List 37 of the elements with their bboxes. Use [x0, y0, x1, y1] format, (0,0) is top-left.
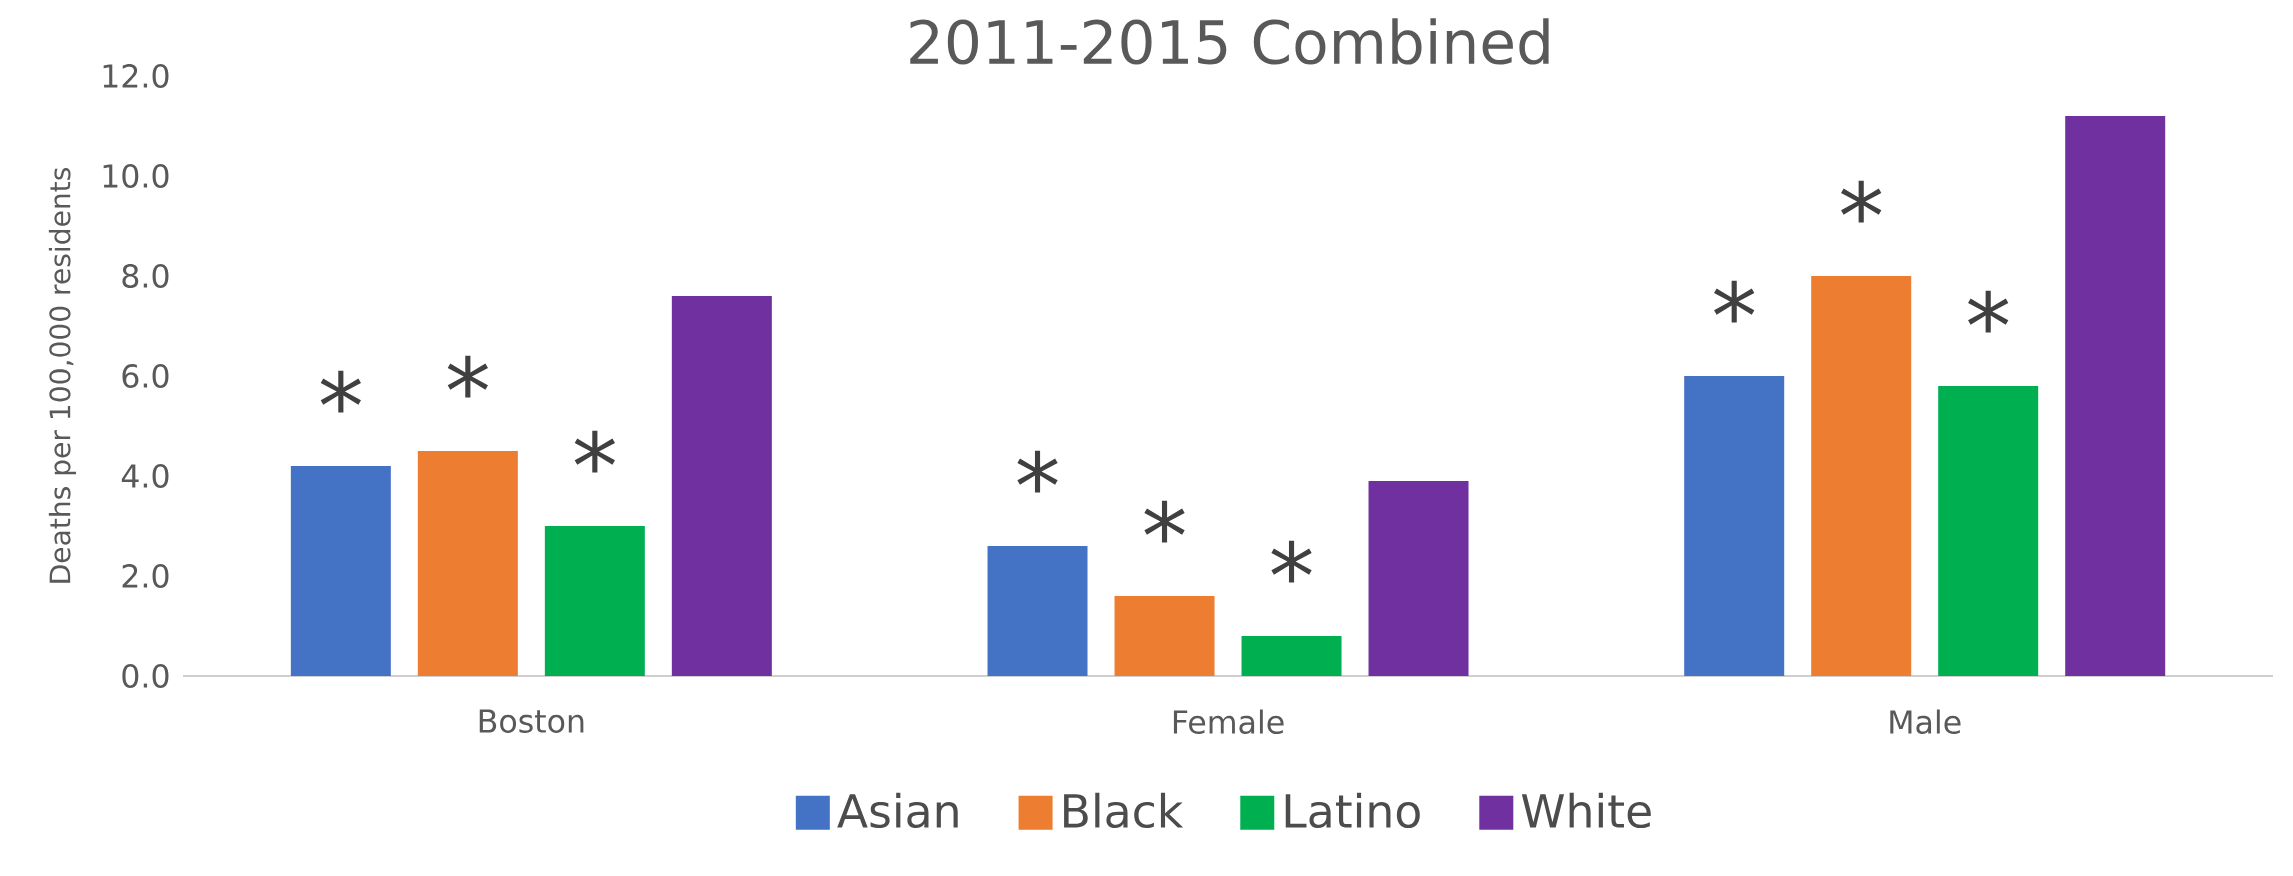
- legend-label: Asian: [837, 792, 958, 829]
- annotation: *: [1017, 450, 1058, 493]
- annotation: *: [1714, 280, 1755, 323]
- y-tick-label: 4.0: [121, 464, 169, 488]
- bar: [1114, 595, 1215, 676]
- legend-label: Black: [1064, 792, 1184, 829]
- bar: [1938, 385, 2039, 676]
- annotation: *: [1841, 180, 1882, 223]
- y-tick-label: 12.0: [103, 64, 169, 88]
- bar: [1811, 275, 1912, 676]
- y-tick-label: 8.0: [122, 264, 169, 288]
- x-tick-label: Female: [1173, 709, 1284, 734]
- bar: [417, 450, 518, 676]
- legend-label: Latino: [1285, 792, 1420, 829]
- y-tick-label: 2.0: [122, 564, 169, 588]
- y-tick-label: 0.0: [122, 664, 169, 688]
- bar: [987, 545, 1088, 676]
- annotation: *: [1271, 540, 1312, 583]
- bar: [671, 295, 772, 676]
- bar: [544, 525, 645, 676]
- bar: [1368, 480, 1469, 676]
- bar: [290, 465, 391, 676]
- x-tick-label: Boston: [479, 709, 584, 733]
- bar: [1684, 375, 1785, 676]
- y-axis-title: Deaths per 100,000 residents: [48, 167, 77, 583]
- annotation: *: [1968, 290, 2009, 333]
- y-tick-label: 6.0: [122, 364, 169, 388]
- x-tick-label: Male: [1890, 709, 1961, 734]
- annotation: *: [574, 430, 615, 473]
- bar: [2065, 115, 2166, 676]
- annotation: *: [1144, 500, 1185, 543]
- legend-label: White: [1521, 792, 1651, 829]
- annotation: *: [320, 370, 361, 413]
- annotation: *: [447, 355, 488, 398]
- chart-title: 2011-2015 Combined: [910, 18, 1549, 65]
- y-tick-label: 10.0: [103, 164, 169, 188]
- bar: [1241, 635, 1342, 676]
